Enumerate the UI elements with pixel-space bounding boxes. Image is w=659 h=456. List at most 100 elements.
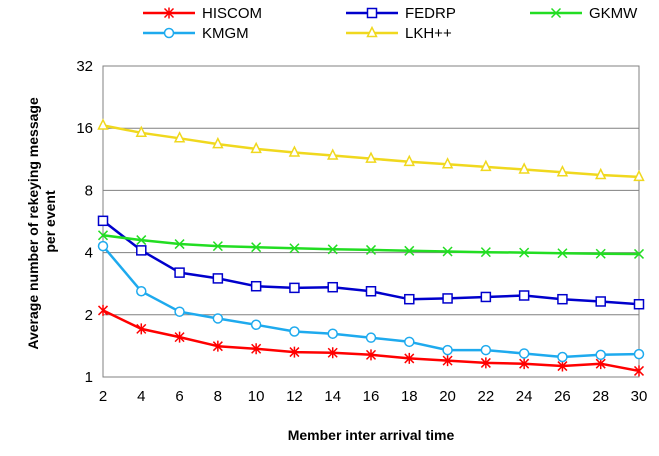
data-point-lkh: [327, 148, 339, 160]
legend: HISCOM FEDRP GKMW KMGM LKH++: [143, 5, 638, 42]
data-point-lkh: [556, 165, 569, 177]
data-point-gkmw: [557, 248, 568, 259]
series-lkh: [97, 118, 645, 182]
data-point-lkh: [135, 125, 147, 138]
data-point-hiscom: [212, 340, 223, 352]
legend-marker-gkmw: [550, 7, 562, 19]
data-point-hiscom: [136, 323, 147, 335]
data-point-hiscom: [97, 304, 109, 316]
data-point-fedrp: [174, 267, 185, 278]
legend-marker-fedrp: [366, 7, 378, 19]
x-tick-label: 18: [401, 388, 418, 405]
data-point-kmgm: [480, 344, 492, 356]
data-point-lkh: [480, 159, 492, 172]
data-point-kmgm: [595, 349, 606, 361]
data-point-kmgm: [174, 306, 185, 317]
x-tick-label: 14: [324, 388, 341, 405]
series-line-gkmw: [102, 234, 640, 256]
data-point-fedrp: [595, 296, 606, 307]
data-point-gkmw: [212, 241, 223, 252]
data-point-lkh: [250, 141, 262, 154]
data-point-lkh: [633, 169, 645, 182]
legend-item-fedrp: FEDRP: [346, 5, 456, 22]
series-hiscom: [97, 304, 645, 377]
y-axis-ticks: 1 2 4 8 16 32: [76, 58, 93, 386]
plot-area-frame: [102, 65, 640, 378]
data-point-lkh: [173, 131, 186, 143]
data-point-gkmw: [327, 244, 338, 255]
data-point-fedrp: [633, 298, 645, 310]
data-point-hiscom: [251, 343, 262, 355]
x-tick-label: 10: [248, 388, 265, 405]
legend-label-fedrp: FEDRP: [405, 5, 456, 22]
legend-item-gkmw: GKMW: [530, 5, 638, 22]
data-point-kmgm: [518, 348, 530, 359]
x-tick-label: 30: [631, 388, 648, 405]
gridlines: [103, 65, 639, 378]
data-point-kmgm: [250, 319, 262, 331]
data-point-kmgm: [136, 286, 147, 297]
data-point-kmgm: [97, 240, 109, 252]
x-axis-title: Member inter arrival time: [288, 427, 455, 443]
data-point-kmgm: [404, 336, 415, 348]
data-point-kmgm: [633, 348, 645, 360]
data-point-hiscom: [404, 352, 415, 364]
x-tick-label: 22: [478, 388, 495, 405]
data-point-hiscom: [519, 358, 530, 370]
data-point-kmgm: [442, 344, 453, 356]
x-axis-ticks: 2 4 6 8 10 12 14 16 18 20 22 24 26 28 30: [99, 388, 648, 405]
legend-marker-lkh: [366, 25, 378, 38]
legend-marker-kmgm: [163, 27, 175, 39]
y-tick-label: 1: [85, 369, 93, 386]
data-point-lkh: [97, 118, 109, 130]
legend-label-hiscom: HISCOM: [202, 5, 262, 22]
x-tick-label: 12: [286, 388, 303, 405]
x-tick-label: 28: [592, 388, 609, 405]
x-tick-label: 26: [554, 388, 571, 405]
data-point-gkmw: [442, 246, 453, 257]
data-point-fedrp: [365, 286, 377, 297]
y-tick-label: 4: [85, 245, 93, 262]
y-axis-title-line-2: per event: [42, 190, 58, 253]
data-point-fedrp: [136, 245, 147, 256]
series-layer: [97, 118, 645, 377]
data-point-hiscom: [557, 360, 568, 372]
data-point-hiscom: [174, 331, 185, 343]
legend-label-kmgm: KMGM: [202, 25, 249, 42]
data-point-lkh: [403, 154, 415, 167]
data-point-gkmw: [174, 239, 185, 250]
data-point-fedrp: [480, 291, 492, 303]
data-point-gkmw: [97, 230, 109, 241]
data-point-gkmw: [595, 248, 606, 259]
x-tick-label: 6: [175, 388, 183, 405]
y-tick-label: 2: [85, 307, 93, 324]
x-tick-label: 20: [439, 388, 456, 405]
data-point-gkmw: [251, 242, 262, 253]
data-point-kmgm: [212, 313, 224, 324]
data-point-hiscom: [633, 365, 645, 377]
data-point-kmgm: [327, 328, 338, 339]
x-tick-label: 24: [516, 388, 533, 405]
data-point-lkh: [212, 136, 224, 149]
data-point-fedrp: [327, 281, 338, 293]
data-point-fedrp: [212, 273, 224, 284]
data-point-gkmw: [404, 245, 415, 256]
x-tick-label: 2: [99, 388, 107, 405]
data-point-hiscom: [480, 357, 491, 369]
legend-label-lkh: LKH++: [405, 25, 452, 42]
data-point-fedrp: [442, 293, 453, 304]
data-point-kmgm: [365, 332, 377, 343]
legend-item-kmgm: KMGM: [143, 25, 249, 42]
y-axis-title-line-1: Average number of rekeying message: [25, 97, 41, 350]
data-point-kmgm: [557, 351, 568, 363]
data-point-lkh: [595, 167, 607, 180]
data-point-gkmw: [136, 235, 147, 246]
data-point-lkh: [365, 151, 377, 163]
data-point-hiscom: [442, 355, 453, 367]
data-point-gkmw: [519, 247, 530, 258]
data-point-fedrp: [289, 282, 300, 294]
series-kmgm: [97, 240, 645, 363]
data-point-fedrp: [557, 293, 568, 305]
data-point-fedrp: [250, 280, 262, 292]
data-point-lkh: [441, 157, 454, 169]
